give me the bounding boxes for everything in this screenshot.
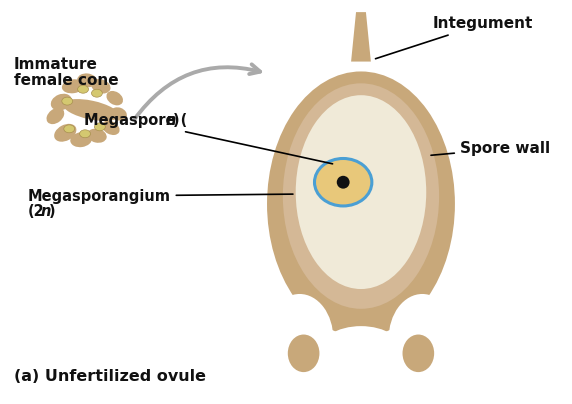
Text: Spore wall: Spore wall [431, 141, 550, 156]
Ellipse shape [70, 132, 92, 147]
Ellipse shape [288, 335, 319, 372]
Ellipse shape [78, 85, 89, 93]
Ellipse shape [296, 95, 426, 289]
Text: female cone: female cone [14, 73, 118, 88]
Text: (a) Unfertilized ovule: (a) Unfertilized ovule [14, 369, 206, 384]
Polygon shape [351, 12, 371, 61]
Ellipse shape [102, 121, 120, 135]
Text: Integument: Integument [375, 17, 533, 59]
Text: n: n [41, 204, 51, 219]
Ellipse shape [64, 125, 75, 133]
Ellipse shape [110, 107, 127, 121]
Text: (2: (2 [27, 204, 45, 219]
Ellipse shape [54, 124, 77, 142]
Ellipse shape [77, 74, 97, 87]
Text: n: n [165, 114, 176, 128]
Ellipse shape [106, 91, 123, 105]
Text: Immature: Immature [14, 57, 98, 72]
Ellipse shape [62, 79, 85, 93]
Text: ): ) [49, 204, 55, 219]
Text: ): ) [173, 114, 180, 128]
Ellipse shape [267, 72, 455, 337]
Ellipse shape [283, 83, 439, 309]
Ellipse shape [94, 123, 105, 131]
Ellipse shape [266, 294, 333, 383]
Ellipse shape [317, 326, 404, 381]
Ellipse shape [337, 176, 349, 189]
Ellipse shape [91, 79, 110, 94]
Text: Megasporangium: Megasporangium [27, 189, 293, 204]
Ellipse shape [46, 108, 64, 124]
Ellipse shape [403, 335, 434, 372]
Ellipse shape [92, 89, 102, 97]
Ellipse shape [51, 94, 72, 111]
Ellipse shape [80, 130, 90, 138]
Ellipse shape [87, 128, 107, 143]
Text: Megaspore (: Megaspore ( [84, 114, 332, 164]
Ellipse shape [315, 158, 372, 206]
Ellipse shape [62, 97, 73, 105]
Ellipse shape [388, 294, 456, 383]
Ellipse shape [63, 99, 119, 121]
